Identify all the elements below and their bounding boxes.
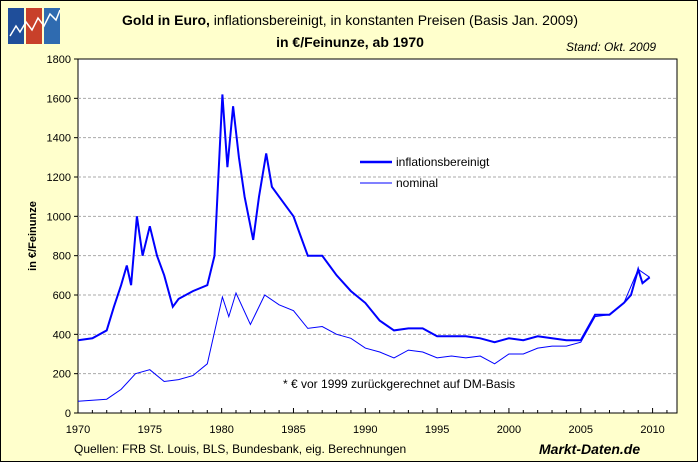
x-tick-label: 1985 xyxy=(281,424,305,436)
series-line-nominal xyxy=(77,268,650,402)
plot-area xyxy=(77,58,678,414)
y-tick-label: 600 xyxy=(53,290,71,302)
x-tick-label: 1995 xyxy=(425,424,449,436)
y-tick-label: 1800 xyxy=(47,54,71,66)
y-tick-label: 800 xyxy=(53,251,71,263)
y-tick-label: 400 xyxy=(53,329,71,341)
brand-label: Markt-Daten.de xyxy=(539,441,641,457)
y-tick-label: 1400 xyxy=(47,133,71,145)
chart-subtitle: in €/Feinunze, ab 1970 xyxy=(276,34,424,50)
legend-label-inflationsbereinigt: inflationsbereinigt xyxy=(396,155,490,169)
sources-note: Quellen: FRB St. Louis, BLS, Bundesbank,… xyxy=(74,442,407,456)
annotation: * € vor 1999 zurückgerechnet auf DM-Basi… xyxy=(283,377,515,391)
x-tick-label: 1990 xyxy=(353,424,377,436)
y-tick-label: 0 xyxy=(65,408,71,420)
x-tick-label: 2000 xyxy=(497,424,521,436)
x-tick-label: 1970 xyxy=(66,424,90,436)
stand-date: Stand: Okt. 2009 xyxy=(566,40,657,54)
x-tick-label: 1980 xyxy=(209,424,233,436)
y-tick-label: 1000 xyxy=(47,211,71,223)
y-tick-label: 1600 xyxy=(47,93,71,105)
line-chart-logo-icon xyxy=(8,8,60,44)
y-tick-label: 1200 xyxy=(47,172,71,184)
chart-title: Gold in Euro, inflationsbereinigt, in ko… xyxy=(122,12,578,28)
y-tick-label: 200 xyxy=(53,369,71,381)
x-tick-label: 1975 xyxy=(138,424,162,436)
x-tick-label: 2010 xyxy=(640,424,664,436)
legend-label-nominal: nominal xyxy=(396,176,438,190)
x-tick-label: 2005 xyxy=(569,424,593,436)
y-axis-label: in €/Feinunze xyxy=(27,201,39,271)
series-line-inflationsbereinigt xyxy=(77,94,651,344)
legend: inflationsbereinigt nominal xyxy=(360,155,490,190)
